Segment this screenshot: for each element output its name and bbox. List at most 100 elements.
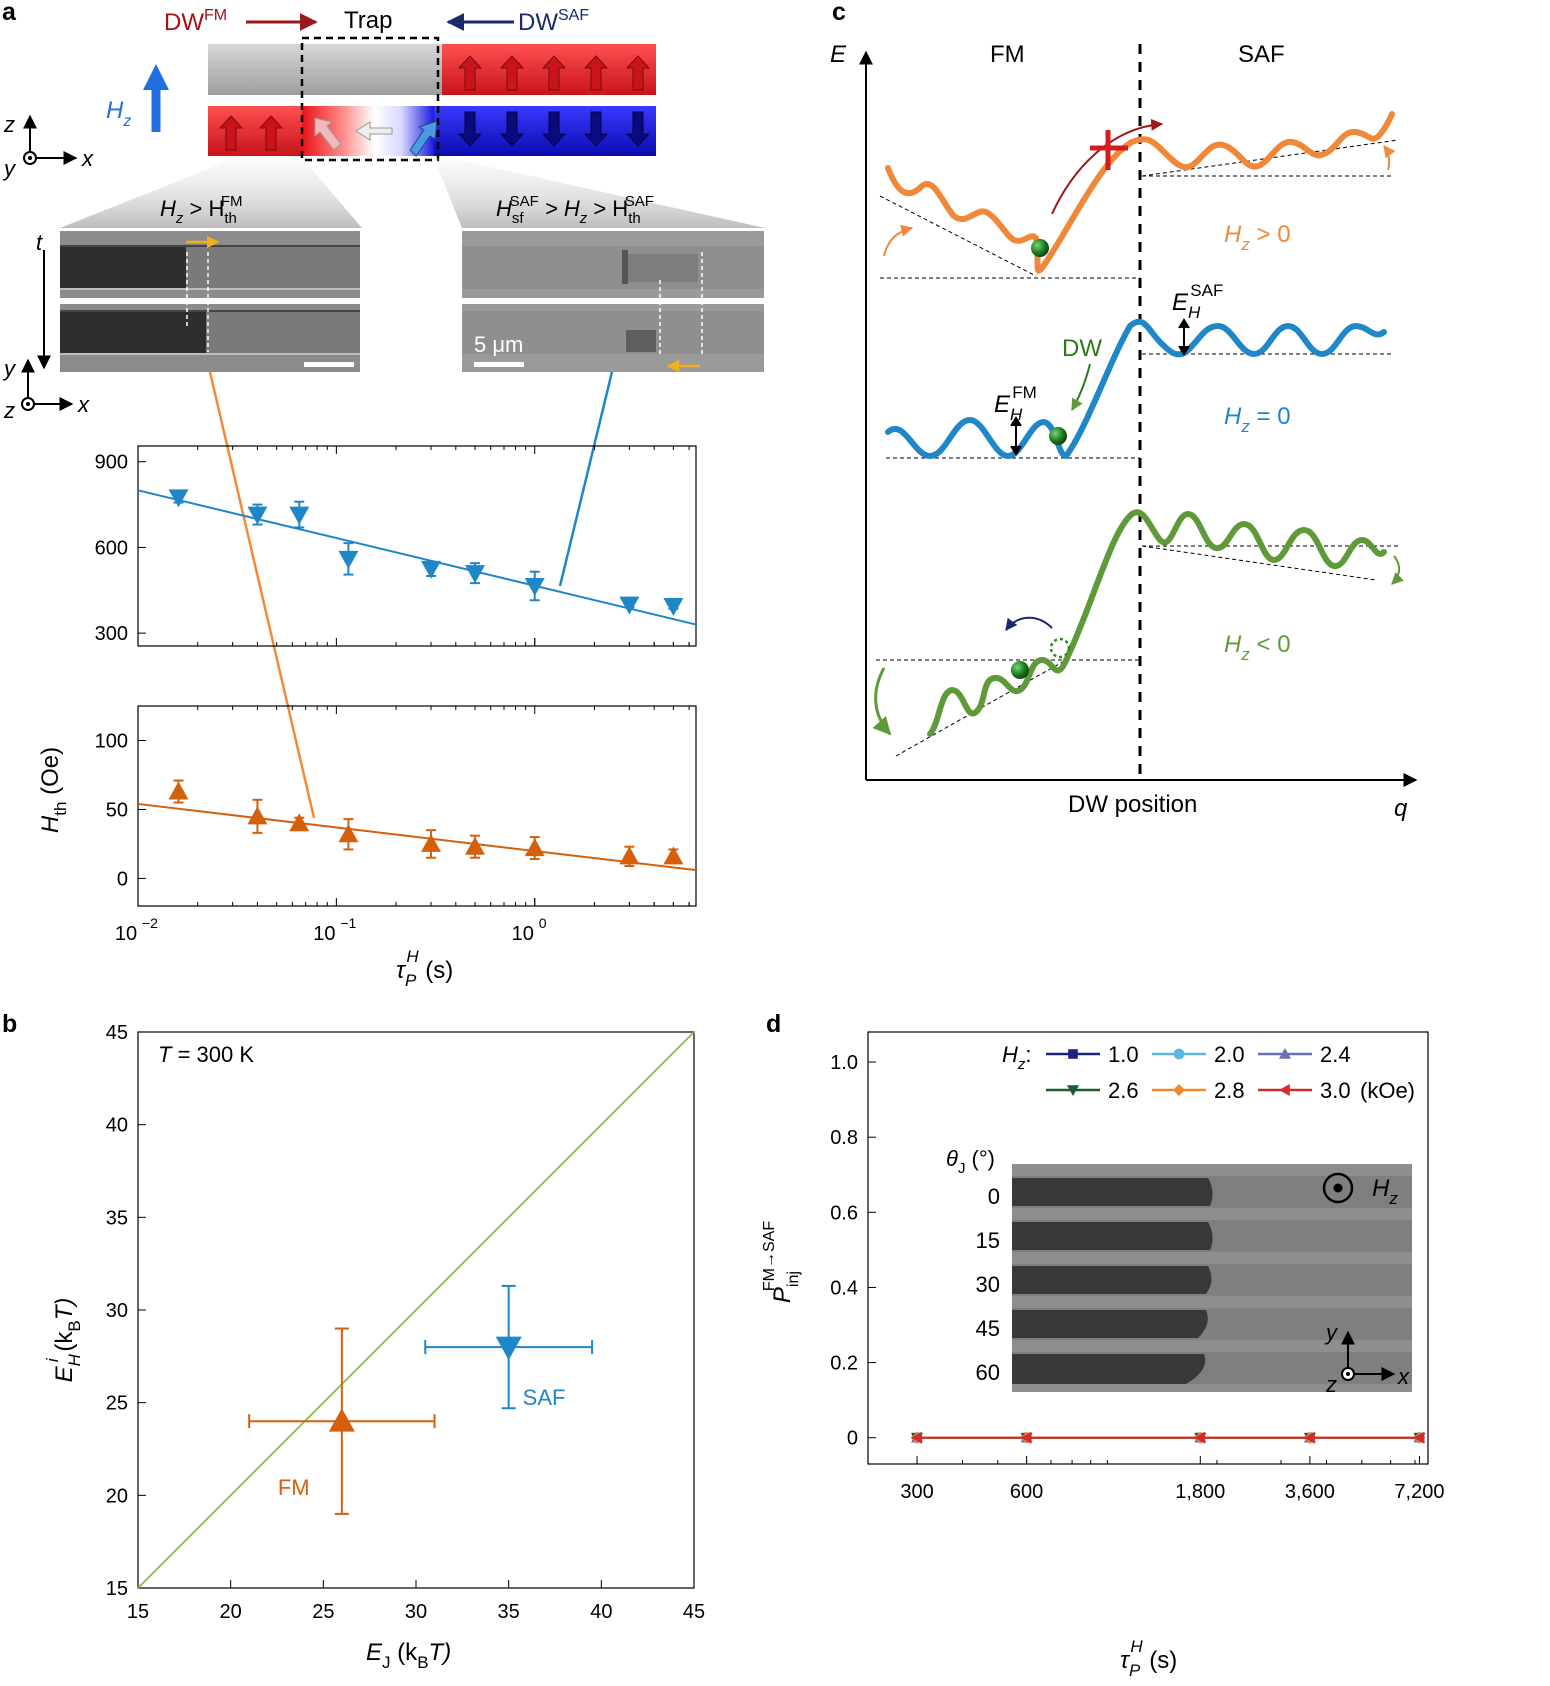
data-point <box>911 1431 922 1444</box>
trap-label: Trap <box>344 7 392 34</box>
data-point <box>289 813 310 832</box>
inset-axis-x: x <box>1397 1364 1410 1389</box>
y-tick-label: 300 <box>95 623 128 645</box>
chart-b: 15 20 25 30 35 40 45 15 20 25 30 35 40 45 FM SAF <box>106 1022 705 1623</box>
x-tick-label: 40 <box>590 1601 612 1623</box>
angle-label: 15 <box>976 1228 1000 1253</box>
c-hz-positive-label: Hz > 0 <box>1224 221 1291 254</box>
kerr-image-fm <box>60 231 360 372</box>
y-tick-label: 45 <box>106 1022 128 1044</box>
data-point <box>619 846 640 865</box>
y-tick-label: 35 <box>106 1207 128 1229</box>
data-point <box>247 506 268 525</box>
y-tick-label: 900 <box>95 452 128 474</box>
angle-label: 30 <box>976 1272 1000 1297</box>
x-tick-label: 7,200 <box>1394 1481 1444 1503</box>
fit-line <box>137 802 697 872</box>
y-tick-label: 0 <box>117 868 128 890</box>
legend-marker <box>1173 1084 1185 1096</box>
plot-frame <box>137 705 697 907</box>
y-tick-label: 0.4 <box>830 1277 858 1299</box>
y-tick-label: 25 <box>106 1393 128 1415</box>
y-tick-label: 15 <box>106 1578 128 1600</box>
data-point <box>1303 1431 1315 1444</box>
data-point <box>168 781 189 800</box>
a-ylabel: Hth (Oe) <box>37 747 70 833</box>
legend-label: 2.4 <box>1320 1042 1351 1067</box>
legend-label: 3.0 <box>1320 1078 1351 1103</box>
svg-text:y: y <box>2 156 17 181</box>
zoom-fan-right <box>434 158 765 228</box>
d-ylabel: PinjFM→SAF <box>761 1221 802 1303</box>
connector-saf <box>558 371 614 587</box>
connector-fm <box>208 371 316 819</box>
plot-frame <box>867 1031 1429 1465</box>
x-tick-label: 600 <box>1010 1481 1043 1503</box>
x-tick-label: 3,600 <box>1285 1481 1335 1503</box>
y-tick-label: 1.0 <box>830 1052 858 1074</box>
inset-kerr-image <box>1012 1164 1412 1392</box>
svg-text:z: z <box>3 398 15 423</box>
x-tick-exponent: 0 <box>539 915 547 931</box>
data-point <box>289 506 310 525</box>
svg-text:DWFM: DWFM <box>164 7 227 36</box>
dw-fm-label: DWFM <box>164 7 318 36</box>
svg-text:t: t <box>36 230 43 255</box>
legend-marker <box>1067 1085 1079 1096</box>
x-tick-label: 10 <box>313 923 335 945</box>
series-label: SAF <box>523 1385 566 1410</box>
energy-curve-hz-zero <box>885 318 1392 459</box>
data-point <box>663 846 684 865</box>
y-tick-label: 50 <box>106 799 128 821</box>
d-xlabel: τPH (s) <box>1120 1637 1177 1680</box>
c-dw-label: DW <box>1062 335 1102 362</box>
legend-label: 1.0 <box>1108 1042 1139 1067</box>
inset-theta-label: θJ (°) <box>946 1146 995 1177</box>
x-tick-label: 30 <box>405 1601 427 1623</box>
b-xlabel: EJ (kBT) <box>366 1639 451 1672</box>
svg-text:x: x <box>81 146 94 171</box>
x-tick-label: 1,800 <box>1175 1481 1225 1503</box>
svg-text:DWSAF: DWSAF <box>518 7 589 36</box>
data-point <box>495 1336 522 1361</box>
x-tick-label: 15 <box>127 1601 149 1623</box>
y-tick-label: 100 <box>95 730 128 752</box>
legend-marker <box>1279 1048 1291 1059</box>
angle-label: 0 <box>988 1184 1000 1209</box>
angle-label: 60 <box>976 1360 1000 1385</box>
x-tick-label: 35 <box>498 1601 520 1623</box>
chart-a-top: 300 600 900 <box>95 445 697 647</box>
inset-hz-label: Hz <box>1372 1175 1398 1208</box>
c-fm-region: FM <box>990 41 1025 68</box>
fit-line <box>137 489 697 626</box>
y-tick-label: 0.8 <box>830 1127 858 1149</box>
x-tick-label: 300 <box>900 1481 933 1503</box>
img2-label: HsfSAF > Hz > HthSAF <box>496 193 654 227</box>
x-tick-exponent: −1 <box>340 915 356 931</box>
legend-marker <box>1173 1048 1185 1060</box>
data-point <box>524 578 545 596</box>
x-tick-label: 20 <box>220 1601 242 1623</box>
c-axis-e: E <box>830 41 847 68</box>
b-temperature-annotation: T = 300 K <box>158 1042 254 1067</box>
panel-c-axes <box>859 44 1418 787</box>
diagonal-line <box>137 1031 695 1589</box>
energy-curve-hz-positive <box>879 111 1399 279</box>
y-tick-label: 600 <box>95 537 128 559</box>
panel-b-letter: b <box>2 1010 17 1038</box>
c-axis-q: q <box>1394 795 1408 822</box>
c-saf-region: SAF <box>1238 41 1285 68</box>
y-tick-label: 0 <box>847 1428 858 1450</box>
data-point <box>465 836 486 855</box>
legend-unit: (kOe) <box>1360 1078 1415 1103</box>
energy-curve-hz-negative <box>872 509 1404 757</box>
device-schematic <box>208 36 656 162</box>
hz-arrow-icon <box>143 64 169 132</box>
dw-saf-label: DWSAF <box>446 7 589 36</box>
data-point <box>328 1408 355 1432</box>
x-tick-label: 45 <box>683 1601 705 1623</box>
a-xlabel: τPH (s) <box>396 947 453 990</box>
